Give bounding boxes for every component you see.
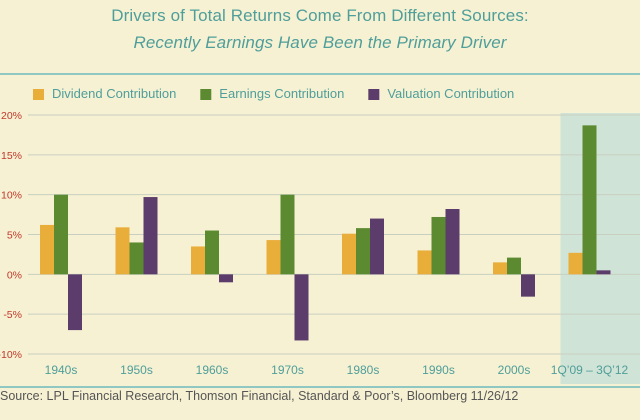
legend-label: Dividend Contribution (52, 86, 176, 101)
bar (219, 274, 233, 283)
bar (445, 209, 460, 275)
source-note: Source: LPL Financial Research, Thomson … (0, 389, 519, 403)
bar (129, 242, 144, 275)
bar (40, 224, 54, 275)
y-tick-label: 0% (7, 269, 22, 281)
bar (596, 270, 611, 275)
highlight-band (560, 113, 640, 384)
legend-swatch (200, 89, 212, 100)
y-tick-label: 10% (1, 190, 22, 202)
y-tick-label: 5% (7, 230, 22, 242)
bar (191, 246, 205, 275)
y-tick-label: 15% (1, 150, 22, 162)
x-tick-label: 1Q’09 – 3Q’12 (551, 363, 629, 377)
x-tick-label: 1990s (422, 363, 455, 377)
x-tick-label: 1970s (271, 363, 304, 377)
top-divider (0, 73, 640, 75)
chart-subtitle: Recently Earnings Have Been the Primary … (133, 33, 507, 52)
x-tick-label: 1960s (196, 363, 229, 377)
bar (356, 228, 370, 275)
y-tick-label: 20% (1, 110, 22, 122)
x-tick-label: 2000s (498, 363, 531, 377)
bar (68, 274, 82, 331)
x-tick-label: 1950s (120, 363, 153, 377)
bar (431, 216, 446, 275)
bar (54, 194, 68, 275)
bottom-divider (0, 386, 640, 388)
bar (568, 252, 583, 275)
y-tick-label: -5% (3, 309, 22, 321)
legend-label: Valuation Contribution (387, 86, 514, 101)
chart-title: Drivers of Total Returns Come From Diffe… (111, 6, 529, 25)
legend-swatch (33, 89, 44, 100)
legend-label: Earnings Contribution (219, 86, 344, 101)
bar (205, 230, 219, 275)
bar (115, 227, 130, 275)
bar (280, 194, 295, 275)
bar (582, 125, 597, 275)
bar (493, 262, 507, 275)
bar (266, 240, 281, 275)
bar (507, 257, 521, 275)
bar (417, 250, 432, 275)
bar (521, 274, 535, 297)
bar (294, 274, 309, 341)
x-tick-label: 1980s (347, 363, 380, 377)
bar (342, 233, 356, 275)
bar (143, 197, 158, 275)
chart: 20% 15% 10% 5% 0% -5% -10% Dividend Contributio… (0, 86, 640, 384)
y-tick-label: -10% (0, 349, 22, 361)
x-tick-label: 1940s (45, 363, 78, 377)
bar (370, 218, 384, 275)
legend-swatch (368, 89, 380, 100)
